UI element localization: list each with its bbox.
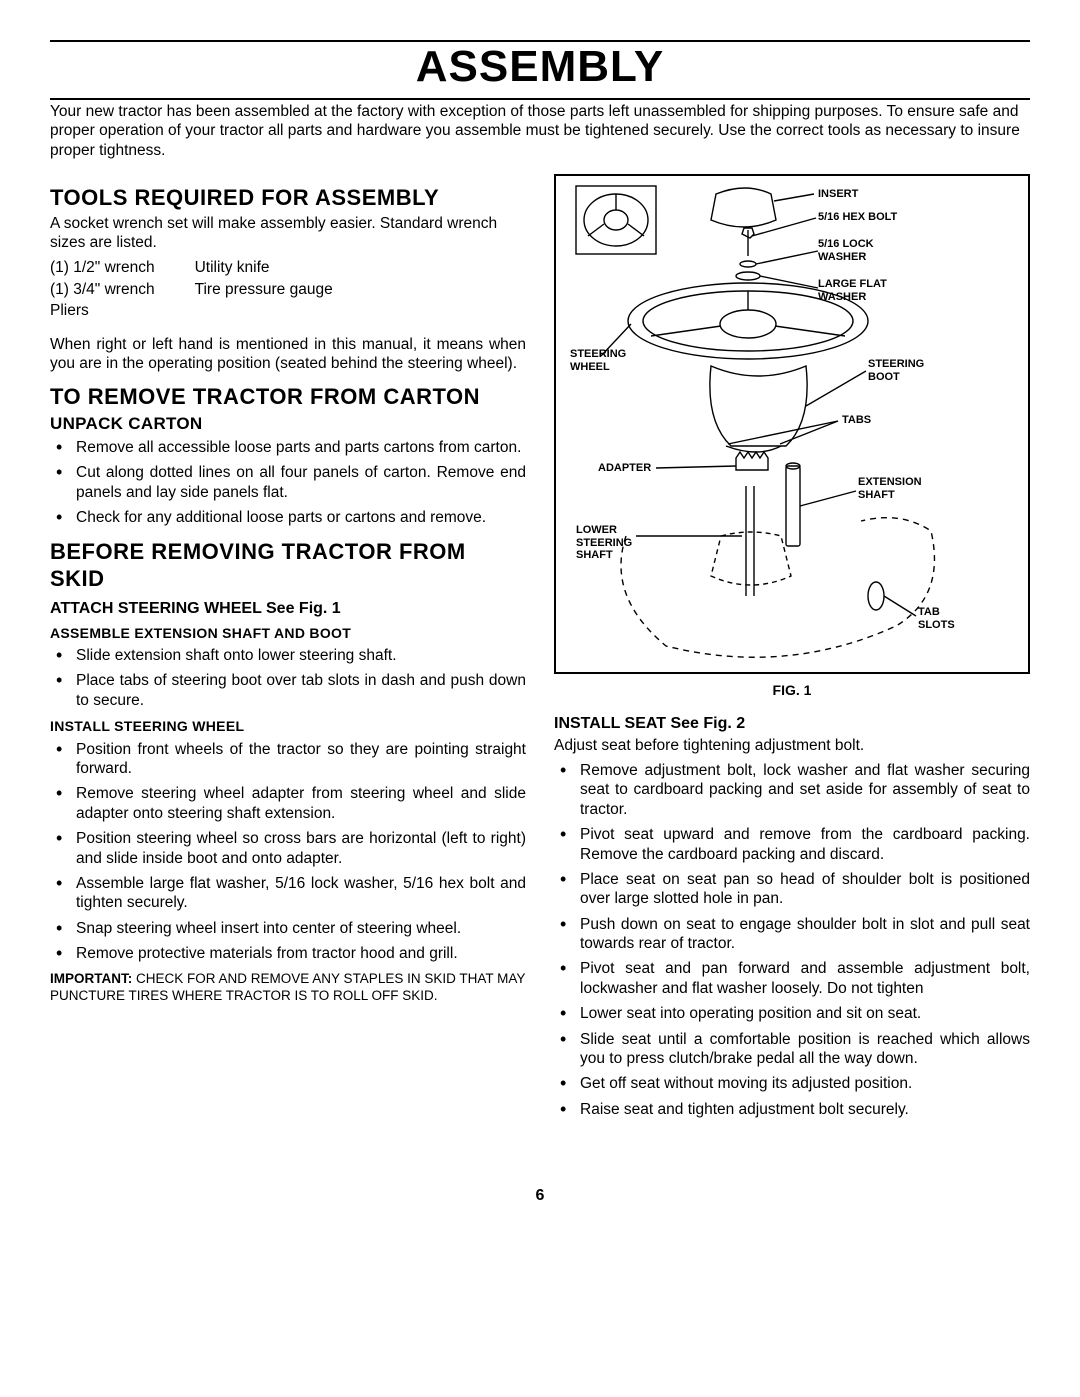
list-item: Pivot seat and pan forward and assemble …	[554, 959, 1030, 998]
list-item: Snap steering wheel insert into center o…	[50, 919, 526, 938]
list-item: Push down on seat to engage shoulder bol…	[554, 915, 1030, 954]
tools-left: (1) 1/2" wrench (1) 3/4" wrench Pliers	[50, 258, 155, 322]
seat-list: Remove adjustment bolt, lock washer and …	[554, 761, 1030, 1119]
steering-diagram	[556, 176, 1026, 672]
list-item: Cut along dotted lines on all four panel…	[50, 463, 526, 502]
orientation-note: When right or left hand is mentioned in …	[50, 335, 526, 374]
tool-item: Tire pressure gauge	[195, 280, 333, 299]
list-item: Remove all accessible loose parts and pa…	[50, 438, 526, 457]
label-steering-wheel: STEERING WHEEL	[570, 348, 640, 373]
tool-item: (1) 3/4" wrench	[50, 280, 155, 299]
unpack-heading: UNPACK CARTON	[50, 413, 526, 434]
list-item: Slide seat until a comfortable position …	[554, 1030, 1030, 1069]
remove-heading: TO REMOVE TRACTOR FROM CARTON	[50, 383, 526, 411]
label-flat-washer: LARGE FLAT WASHER	[818, 278, 908, 303]
label-extension-shaft: EXTENSION SHAFT	[858, 476, 938, 501]
figure-1: INSERT 5/16 HEX BOLT 5/16 LOCK WASHER LA…	[554, 174, 1030, 674]
attach-heading: ATTACH STEERING WHEEL See Fig. 1	[50, 599, 526, 619]
seat-heading: INSTALL SEAT See Fig. 2	[554, 714, 1030, 734]
label-tabs: TABS	[842, 414, 871, 427]
list-item: Place seat on seat pan so head of should…	[554, 870, 1030, 909]
tools-right: Utility knife Tire pressure gauge	[195, 258, 333, 322]
label-adapter: ADAPTER	[598, 462, 651, 475]
list-item: Position steering wheel so cross bars ar…	[50, 829, 526, 868]
list-item: Remove adjustment bolt, lock washer and …	[554, 761, 1030, 819]
label-lock-washer: 5/16 LOCK WASHER	[818, 238, 898, 263]
label-lower-shaft: LOWER STEERING SHAFT	[576, 524, 646, 562]
wheel-list: Position front wheels of the tractor so …	[50, 740, 526, 964]
list-item: Raise seat and tighten adjustment bolt s…	[554, 1100, 1030, 1119]
list-item: Position front wheels of the tractor so …	[50, 740, 526, 779]
list-item: Lower seat into operating position and s…	[554, 1004, 1030, 1023]
page-title: ASSEMBLY	[50, 42, 1030, 92]
two-column-layout: TOOLS REQUIRED FOR ASSEMBLY A socket wre…	[50, 174, 1030, 1127]
list-item: Place tabs of steering boot over tab slo…	[50, 671, 526, 710]
list-item: Check for any additional loose parts or …	[50, 508, 526, 527]
figure-caption: FIG. 1	[554, 682, 1030, 700]
assemble-ext-heading: ASSEMBLE EXTENSION SHAFT AND BOOT	[50, 625, 526, 643]
tool-item: Pliers	[50, 301, 155, 320]
important-note: IMPORTANT: CHECK FOR AND REMOVE ANY STAP…	[50, 971, 526, 1003]
unpack-list: Remove all accessible loose parts and pa…	[50, 438, 526, 528]
title-rule	[50, 98, 1030, 100]
intro-text: Your new tractor has been assembled at t…	[50, 102, 1030, 160]
seat-note: Adjust seat before tightening adjustment…	[554, 736, 1030, 755]
left-column: TOOLS REQUIRED FOR ASSEMBLY A socket wre…	[50, 174, 526, 1127]
before-heading: BEFORE REMOVING TRACTOR FROM SKID	[50, 538, 526, 593]
install-wheel-heading: INSTALL STEERING WHEEL	[50, 718, 526, 736]
label-steering-boot: STEERING BOOT	[868, 358, 938, 383]
list-item: Get off seat without moving its adjusted…	[554, 1074, 1030, 1093]
label-insert: INSERT	[818, 188, 858, 201]
list-item: Slide extension shaft onto lower steerin…	[50, 646, 526, 665]
label-tab-slots: TAB SLOTS	[918, 606, 968, 631]
list-item: Remove steering wheel adapter from steer…	[50, 784, 526, 823]
tool-item: Utility knife	[195, 258, 333, 277]
list-item: Remove protective materials from tractor…	[50, 944, 526, 963]
tools-table: (1) 1/2" wrench (1) 3/4" wrench Pliers U…	[50, 258, 526, 322]
tools-heading: TOOLS REQUIRED FOR ASSEMBLY	[50, 184, 526, 212]
tools-note: A socket wrench set will make assembly e…	[50, 214, 526, 253]
right-column: INSERT 5/16 HEX BOLT 5/16 LOCK WASHER LA…	[554, 174, 1030, 1127]
ext-list: Slide extension shaft onto lower steerin…	[50, 646, 526, 710]
page-number: 6	[50, 1187, 1030, 1205]
list-item: Assemble large flat washer, 5/16 lock wa…	[50, 874, 526, 913]
tool-item: (1) 1/2" wrench	[50, 258, 155, 277]
list-item: Pivot seat upward and remove from the ca…	[554, 825, 1030, 864]
label-hex-bolt: 5/16 HEX BOLT	[818, 211, 897, 224]
